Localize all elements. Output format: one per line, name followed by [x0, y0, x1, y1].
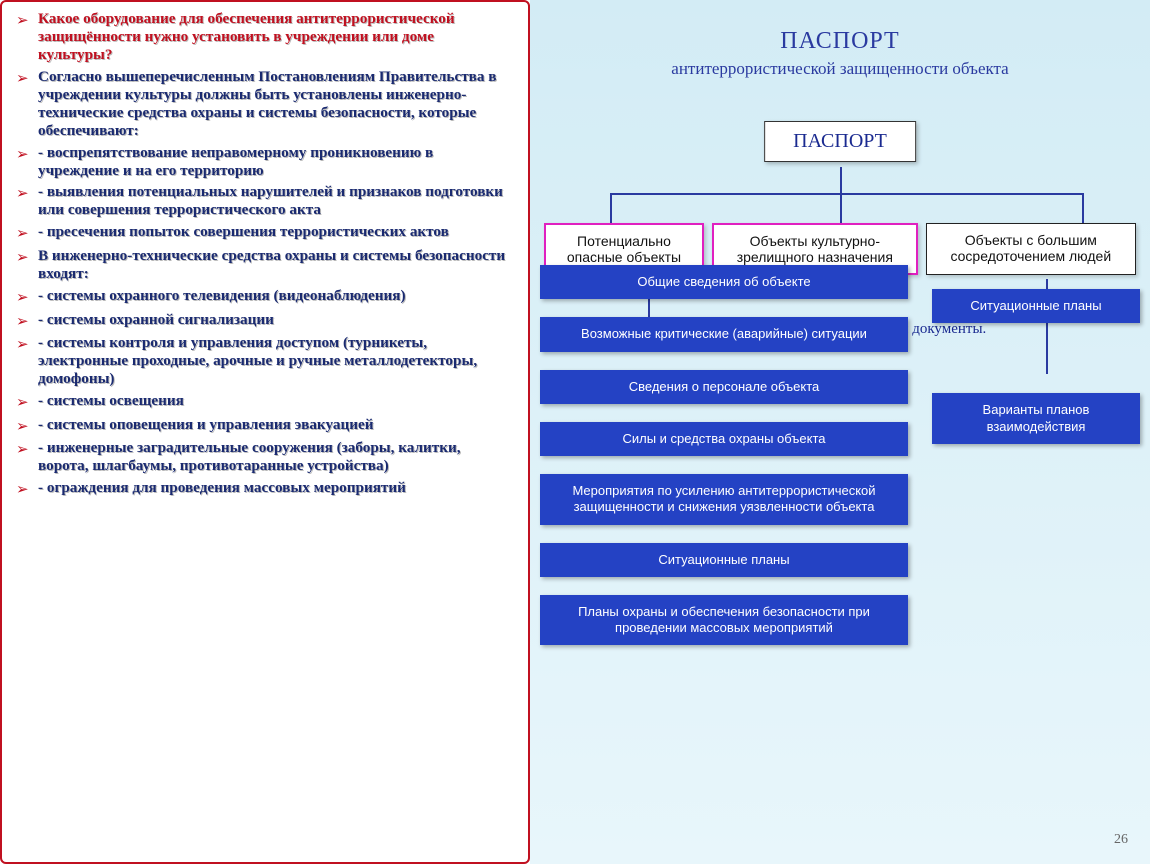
bullet-text: - системы охранной сигнализации — [38, 311, 510, 329]
bullet-marker-icon: ➢ — [16, 247, 38, 267]
col-right: Ситуационные планы Варианты планов взаимо… — [932, 265, 1140, 663]
bullet-text: - выявления потенциальных нарушителей и … — [38, 183, 510, 219]
info-box: Возможные критические (аварийные) ситуац… — [540, 317, 908, 351]
bullet-marker-icon: ➢ — [16, 223, 38, 243]
bullet-item: ➢- пресечения попыток совершения террори… — [16, 223, 510, 243]
bullet-marker-icon: ➢ — [16, 416, 38, 436]
bullet-marker-icon: ➢ — [16, 183, 38, 203]
bullet-text: - воспрепятствование неправомерному прон… — [38, 144, 510, 180]
page-number: 26 — [1114, 832, 1128, 848]
bullet-marker-icon: ➢ — [16, 479, 38, 499]
info-box: Общие сведения об объекте — [540, 265, 908, 299]
bullet-text: - пресечения попыток совершения террорис… — [38, 223, 510, 241]
bullet-marker-icon: ➢ — [16, 10, 38, 30]
bullet-item: ➢- ограждения для проведения массовых ме… — [16, 479, 510, 499]
bullet-text: В инженерно-технические средства охраны … — [38, 247, 510, 283]
bullet-list: ➢Какое оборудование для обеспечения анти… — [16, 10, 510, 499]
bullet-item: ➢- выявления потенциальных нарушителей и… — [16, 183, 510, 219]
info-box: Сведения о персонале объекта — [540, 370, 908, 404]
connector — [840, 193, 842, 223]
bullet-marker-icon: ➢ — [16, 334, 38, 354]
bullet-marker-icon: ➢ — [16, 311, 38, 331]
bullet-item: ➢- системы освещения — [16, 392, 510, 412]
info-box: Ситуационные планы — [932, 289, 1140, 323]
bullet-text: Согласно вышеперечисленным Постановления… — [38, 68, 510, 140]
connector — [1082, 193, 1084, 223]
bullet-text: - системы контроля и управления доступом… — [38, 334, 510, 388]
connector — [840, 167, 842, 193]
connector — [610, 193, 612, 223]
bullet-marker-icon: ➢ — [16, 392, 38, 412]
right-panel: ПАСПОРТ антитеррористической защищенност… — [530, 0, 1150, 864]
bullet-item: ➢Какое оборудование для обеспечения анти… — [16, 10, 510, 64]
columns: Общие сведения об объекте Возможные крити… — [530, 265, 1150, 663]
bullet-item: ➢- воспрепятствование неправомерному про… — [16, 144, 510, 180]
info-box: Планы охраны и обеспечения безопасности … — [540, 595, 908, 646]
bullet-item: ➢- инженерные заградительные сооружения … — [16, 439, 510, 475]
bullet-item: ➢- системы оповещения и управления эваку… — [16, 416, 510, 436]
bullet-text: - системы освещения — [38, 392, 510, 410]
diagram-title-main: ПАСПОРТ — [540, 28, 1140, 55]
bullet-item: ➢В инженерно-технические средства охраны… — [16, 247, 510, 283]
info-box: Ситуационные планы — [540, 543, 908, 577]
bullet-marker-icon: ➢ — [16, 68, 38, 88]
diagram-title-sub: антитеррористической защищенности объект… — [540, 59, 1140, 79]
bullet-text: Какое оборудование для обеспечения антит… — [38, 10, 510, 64]
bullet-item: ➢- системы контроля и управления доступо… — [16, 334, 510, 388]
bullet-marker-icon: ➢ — [16, 144, 38, 164]
bullet-text: - системы оповещения и управления эвакуа… — [38, 416, 510, 434]
bullet-item: ➢- системы охранной сигнализации — [16, 311, 510, 331]
diagram-title: ПАСПОРТ антитеррористической защищенност… — [540, 28, 1140, 79]
bullet-text: - системы охранного телевидения (видеона… — [38, 287, 510, 305]
connector — [610, 193, 1082, 195]
bullet-marker-icon: ➢ — [16, 287, 38, 307]
col-left: Общие сведения об объекте Возможные крити… — [540, 265, 908, 663]
bullet-item: ➢- системы охранного телевидения (видеон… — [16, 287, 510, 307]
bullet-text: - инженерные заградительные сооружения (… — [38, 439, 510, 475]
bullet-item: ➢Согласно вышеперечисленным Постановлени… — [16, 68, 510, 140]
bullet-text: - ограждения для проведения массовых мер… — [38, 479, 510, 497]
bullet-marker-icon: ➢ — [16, 439, 38, 459]
info-box: Варианты планов взаимодействия — [932, 393, 1140, 444]
left-panel: ➢Какое оборудование для обеспечения анти… — [0, 0, 530, 864]
info-box: Мероприятия по усилению антитеррористиче… — [540, 474, 908, 525]
info-box: Силы и средства охраны объекта — [540, 422, 908, 456]
root-box: ПАСПОРТ — [764, 121, 916, 162]
